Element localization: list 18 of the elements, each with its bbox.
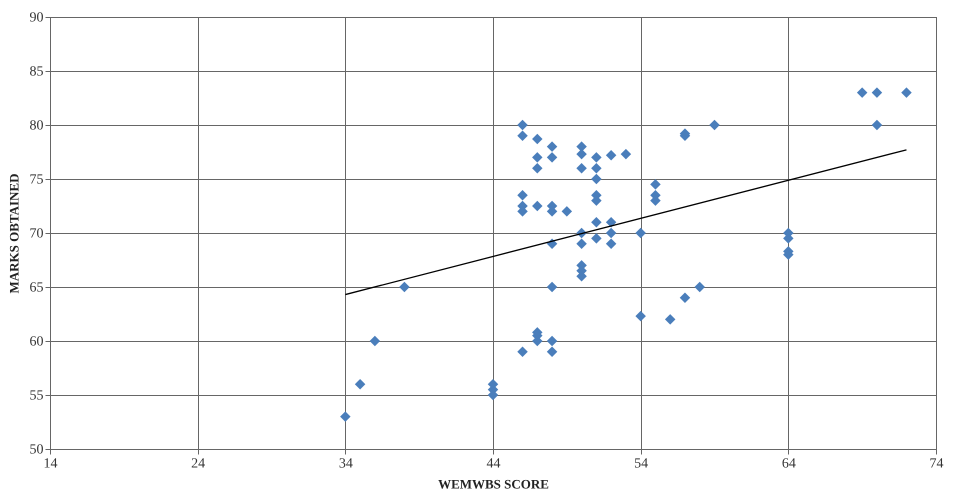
y-tick-label: 85 xyxy=(30,64,44,80)
x-tick-label: 44 xyxy=(486,456,500,472)
y-tick-label: 60 xyxy=(30,334,44,350)
x-tick-label: 64 xyxy=(782,456,796,472)
y-axis-title: MARKS OBTAINED xyxy=(6,173,22,294)
x-tick-label: 74 xyxy=(930,456,944,472)
x-tick-label: 34 xyxy=(338,456,353,472)
y-tick-label: 75 xyxy=(30,172,44,188)
x-tick-label: 54 xyxy=(634,456,648,472)
y-tick-label: 70 xyxy=(30,226,44,242)
y-tick-label: 55 xyxy=(30,388,44,404)
y-tick-label: 65 xyxy=(30,280,44,296)
x-axis-title: WEMWBS SCORE xyxy=(438,476,549,492)
x-tick-label: 24 xyxy=(191,456,206,472)
y-tick-label: 90 xyxy=(30,10,44,26)
y-tick-label: 50 xyxy=(30,442,44,458)
y-tick-label: 80 xyxy=(30,118,44,134)
x-tick-label: 14 xyxy=(44,456,58,472)
